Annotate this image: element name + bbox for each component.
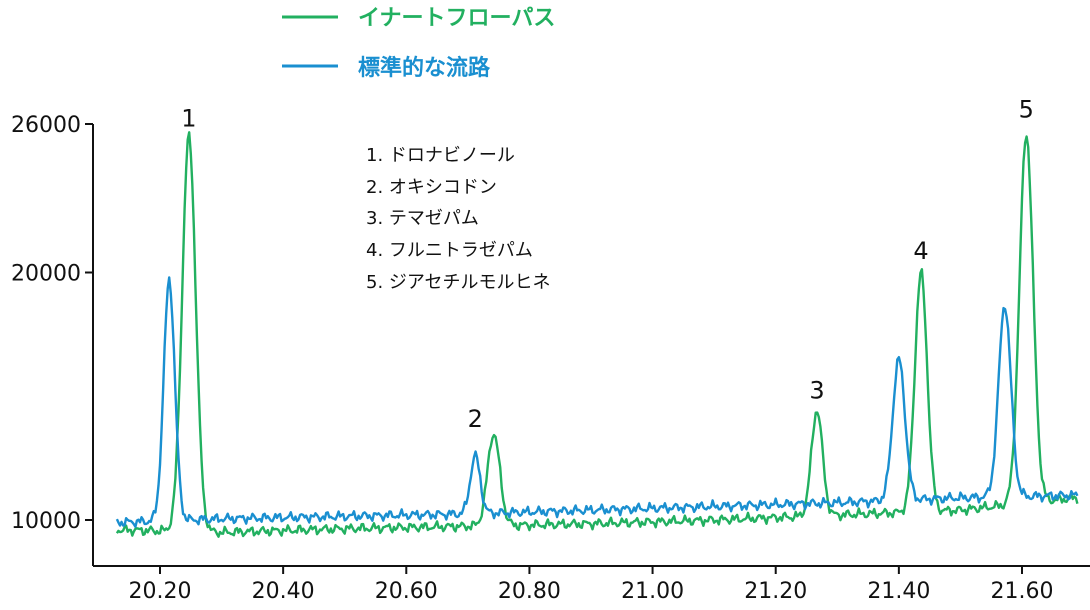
series-line-inert xyxy=(115,131,1079,538)
x-tick-label: 20.80 xyxy=(498,579,561,604)
compound-item-4: 4. フルニトラゼパム xyxy=(366,240,533,261)
y-ticks: 10000 20000 26000 xyxy=(11,113,93,534)
legend: イナートフローパス 標準的な流路 xyxy=(282,6,555,81)
series-layer xyxy=(115,131,1079,538)
compound-item-3: 3. テマゼパム xyxy=(366,208,479,229)
axes: 20.20 20.40 20.60 20.80 21.00 21.20 21.40 21.60… xyxy=(11,113,1090,604)
peak-label: 2 xyxy=(468,405,483,433)
x-tick-label: 20.40 xyxy=(252,579,315,604)
legend-label-standard: 標準的な流路 xyxy=(358,55,491,81)
x-tick-label: 21.60 xyxy=(991,579,1054,604)
y-tick-label: 20000 xyxy=(11,262,81,287)
compound-item-5: 5. ジアセチルモルヒネ xyxy=(366,272,551,293)
peak-labels: 1 2 3 4 5 xyxy=(181,96,1034,433)
x-tick-label: 20.20 xyxy=(129,579,192,604)
x-tick-label: 20.60 xyxy=(375,579,438,604)
peak-label: 1 xyxy=(181,104,196,132)
peak-label: 4 xyxy=(913,237,928,265)
y-tick-label: 10000 xyxy=(11,509,81,534)
series-line-standard xyxy=(115,276,1079,528)
peak-label: 3 xyxy=(809,377,824,405)
x-ticks: 20.20 20.40 20.60 20.80 21.00 21.20 21.40 21.60 xyxy=(129,566,1054,604)
legend-label-inert: イナートフローパス xyxy=(358,6,555,31)
x-tick-label: 21.00 xyxy=(621,579,684,604)
y-tick-label: 26000 xyxy=(11,113,81,138)
compound-item-2: 2. オキシコドン xyxy=(366,177,497,198)
compound-item-1: 1. ドロナビノール xyxy=(366,145,515,166)
x-tick-label: 21.20 xyxy=(744,579,807,604)
x-tick-label: 21.40 xyxy=(867,579,930,604)
peak-label: 5 xyxy=(1019,96,1034,124)
compound-list: 1. ドロナビノール 2. オキシコドン 3. テマゼパム 4. フルニトラゼパ… xyxy=(366,145,551,293)
